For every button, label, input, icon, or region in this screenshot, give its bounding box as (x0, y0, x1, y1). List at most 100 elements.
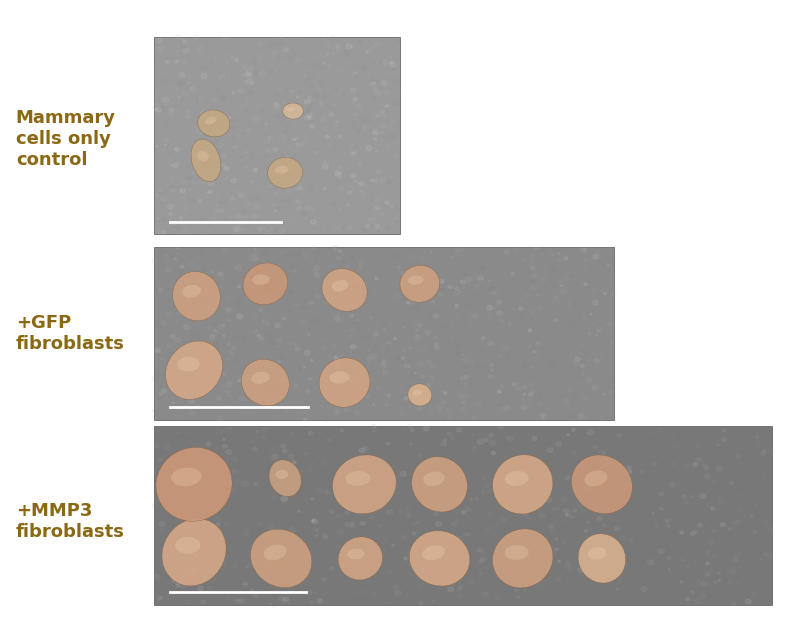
Circle shape (434, 581, 436, 583)
Circle shape (405, 397, 408, 400)
Circle shape (374, 207, 380, 212)
Circle shape (419, 315, 421, 317)
Circle shape (418, 454, 422, 457)
Circle shape (159, 202, 163, 205)
Circle shape (223, 249, 228, 252)
Circle shape (554, 402, 555, 404)
Circle shape (265, 537, 271, 542)
Circle shape (189, 341, 193, 344)
Circle shape (206, 67, 211, 72)
Circle shape (231, 126, 234, 130)
Circle shape (248, 91, 253, 95)
Circle shape (231, 508, 237, 513)
Circle shape (297, 169, 299, 171)
Circle shape (364, 41, 366, 43)
Circle shape (365, 146, 371, 151)
Circle shape (562, 497, 567, 501)
Circle shape (227, 358, 230, 360)
Circle shape (492, 365, 495, 367)
Circle shape (406, 368, 408, 370)
Circle shape (174, 376, 181, 380)
Circle shape (488, 434, 493, 438)
Circle shape (237, 375, 242, 379)
Circle shape (239, 195, 242, 197)
Circle shape (669, 483, 676, 487)
Circle shape (173, 222, 176, 225)
Circle shape (461, 471, 463, 473)
Circle shape (173, 62, 177, 64)
Circle shape (198, 115, 201, 118)
Circle shape (451, 523, 456, 526)
Circle shape (223, 167, 229, 171)
Circle shape (550, 363, 554, 368)
Circle shape (322, 165, 329, 169)
Circle shape (364, 394, 367, 397)
Circle shape (162, 97, 169, 102)
Circle shape (171, 256, 174, 259)
Circle shape (504, 575, 505, 577)
Ellipse shape (493, 455, 553, 514)
Circle shape (416, 539, 417, 540)
Circle shape (482, 337, 485, 339)
Ellipse shape (329, 371, 349, 384)
Circle shape (161, 528, 164, 531)
Circle shape (288, 147, 293, 151)
Circle shape (565, 476, 570, 480)
Circle shape (169, 159, 171, 160)
Circle shape (234, 99, 236, 101)
Circle shape (351, 198, 352, 199)
Circle shape (179, 205, 182, 208)
Circle shape (696, 445, 699, 448)
Circle shape (282, 135, 284, 137)
Circle shape (718, 495, 720, 497)
Circle shape (352, 126, 356, 129)
Circle shape (698, 523, 703, 527)
Circle shape (355, 276, 361, 281)
Ellipse shape (208, 122, 223, 129)
Circle shape (375, 91, 381, 96)
Circle shape (382, 363, 385, 365)
Circle shape (253, 247, 256, 249)
Circle shape (271, 558, 273, 560)
Circle shape (498, 404, 503, 407)
Circle shape (362, 229, 366, 232)
Circle shape (529, 347, 534, 350)
Circle shape (352, 128, 354, 130)
Circle shape (745, 599, 751, 603)
Circle shape (586, 486, 591, 489)
Circle shape (341, 224, 347, 229)
Circle shape (299, 368, 302, 371)
Ellipse shape (319, 358, 370, 407)
Circle shape (313, 520, 314, 521)
Circle shape (627, 470, 632, 473)
Circle shape (266, 93, 270, 96)
Circle shape (200, 178, 206, 183)
Circle shape (167, 204, 173, 209)
Circle shape (462, 511, 466, 514)
Circle shape (330, 36, 335, 40)
Ellipse shape (347, 549, 365, 560)
Circle shape (243, 80, 249, 85)
Circle shape (401, 271, 406, 275)
Ellipse shape (422, 545, 445, 560)
Circle shape (180, 278, 186, 283)
Circle shape (762, 449, 765, 452)
Circle shape (608, 265, 611, 268)
Circle shape (417, 323, 422, 327)
Circle shape (319, 373, 325, 377)
Circle shape (633, 555, 637, 558)
Circle shape (382, 322, 387, 326)
Circle shape (385, 105, 387, 107)
Circle shape (203, 534, 204, 536)
Circle shape (193, 200, 198, 204)
Circle shape (351, 88, 356, 92)
Circle shape (247, 129, 250, 131)
Circle shape (360, 511, 365, 515)
Circle shape (253, 215, 257, 218)
Circle shape (184, 528, 186, 529)
Circle shape (322, 533, 326, 537)
Circle shape (223, 384, 228, 389)
Circle shape (706, 562, 709, 565)
Circle shape (447, 587, 454, 592)
Circle shape (246, 73, 252, 78)
